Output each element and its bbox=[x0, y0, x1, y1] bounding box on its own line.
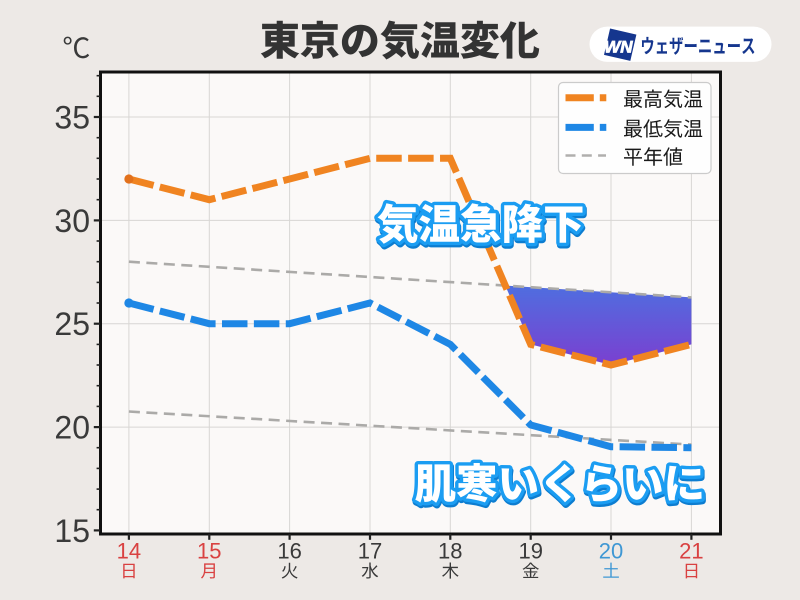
svg-text:16: 16 bbox=[277, 539, 301, 564]
svg-text:21: 21 bbox=[679, 539, 703, 564]
svg-text:20: 20 bbox=[54, 410, 90, 446]
svg-text:15: 15 bbox=[197, 539, 221, 564]
svg-text:15: 15 bbox=[54, 513, 90, 549]
svg-text:19: 19 bbox=[518, 539, 542, 564]
svg-text:14: 14 bbox=[117, 539, 141, 564]
svg-text:30: 30 bbox=[54, 203, 90, 239]
svg-text:25: 25 bbox=[54, 306, 90, 342]
svg-text:20: 20 bbox=[599, 539, 623, 564]
svg-text:18: 18 bbox=[438, 539, 462, 564]
svg-text:WN: WN bbox=[604, 38, 633, 57]
svg-text:35: 35 bbox=[54, 100, 90, 136]
svg-text:17: 17 bbox=[358, 539, 382, 564]
